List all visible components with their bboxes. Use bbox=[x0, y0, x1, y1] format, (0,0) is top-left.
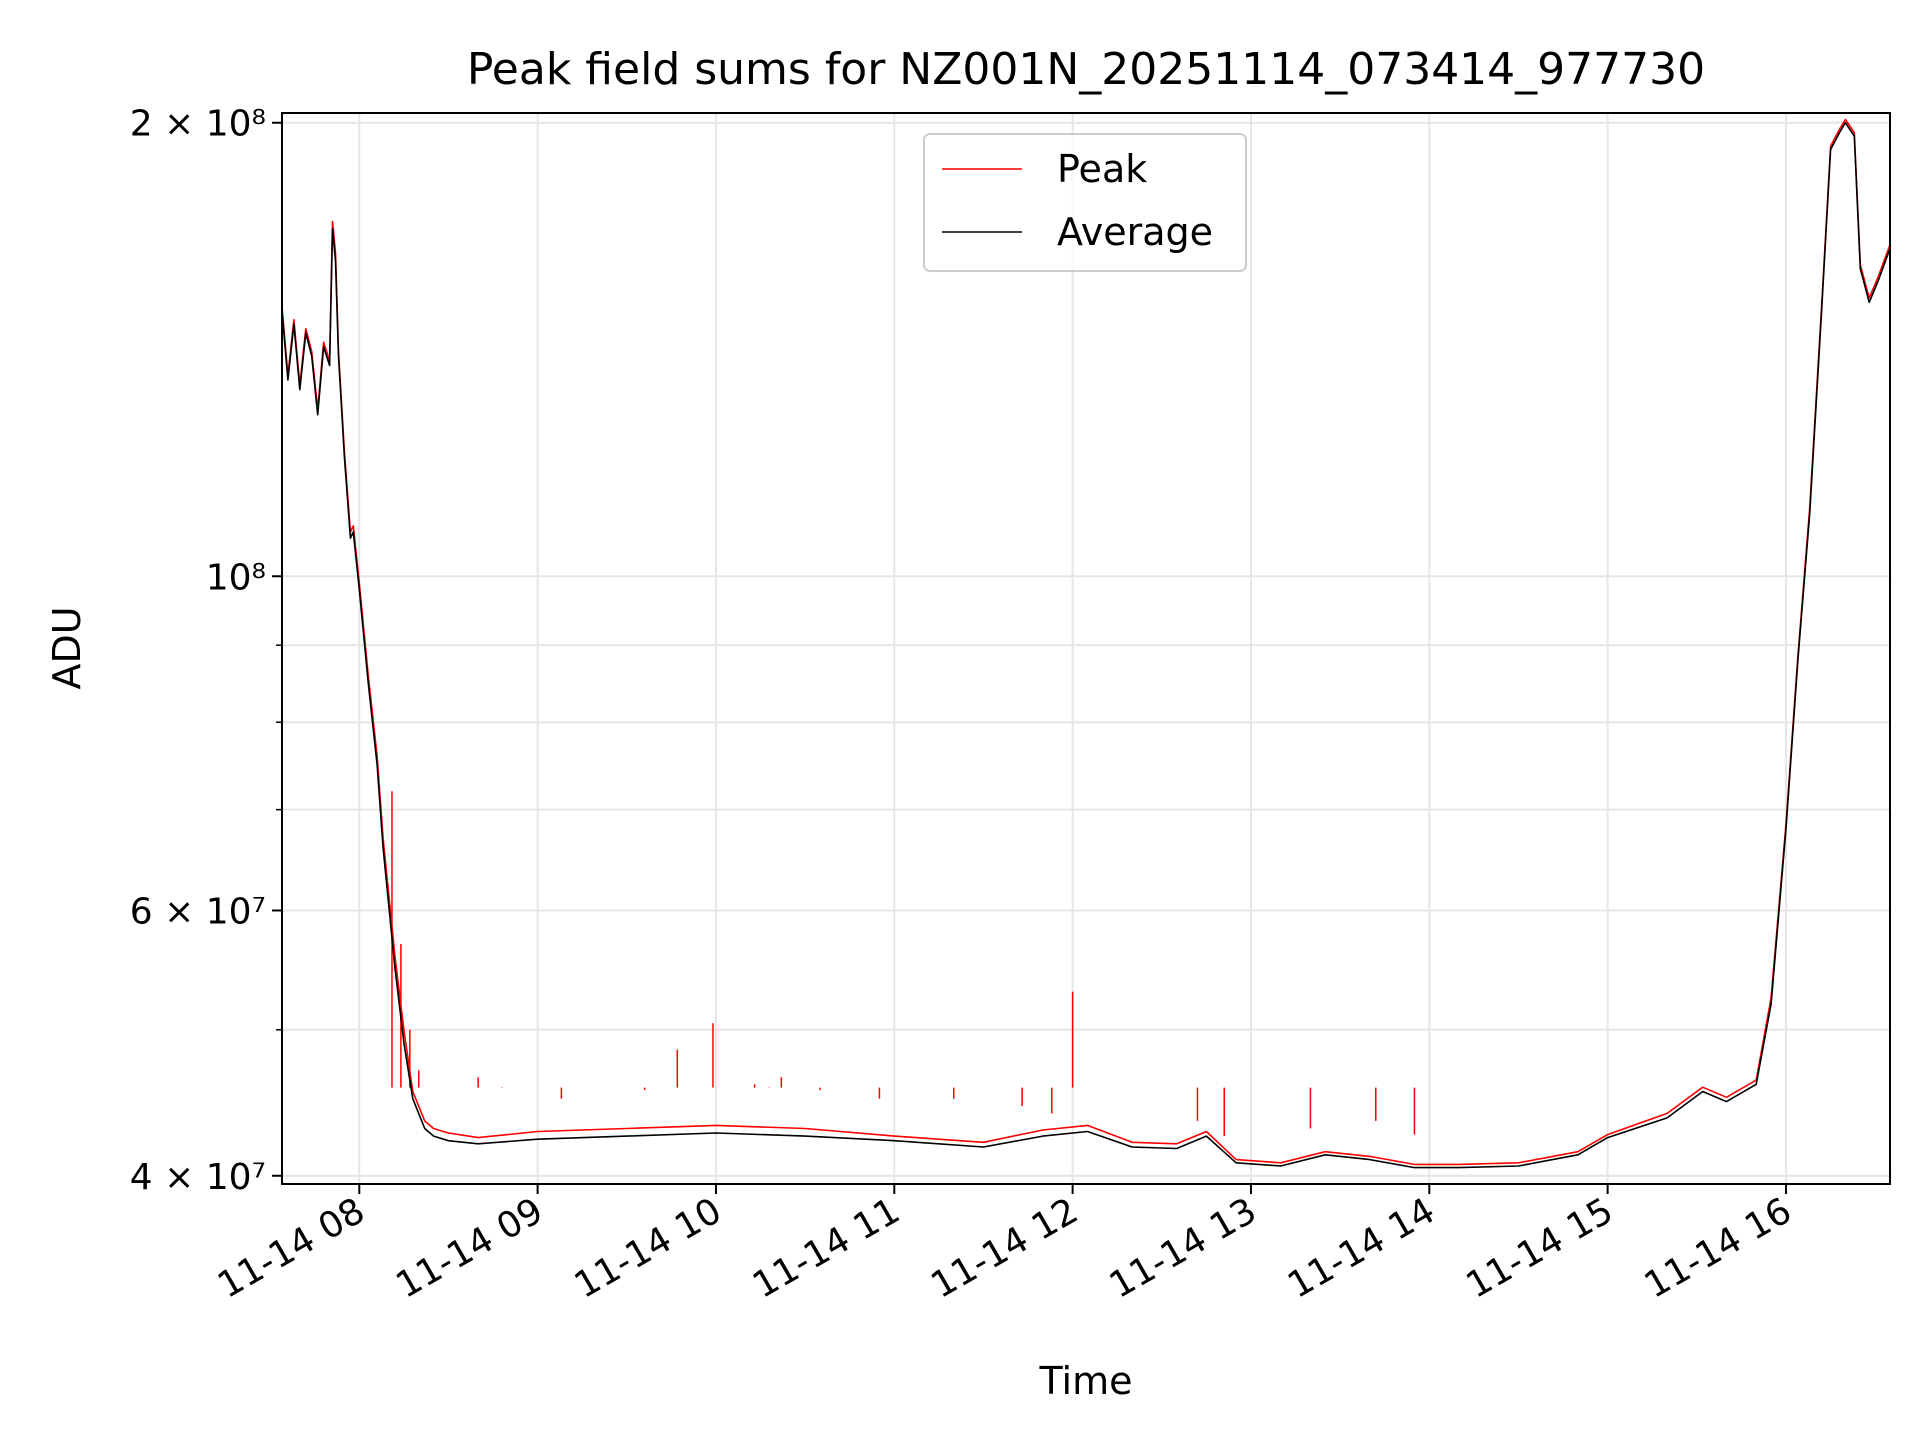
chart-title: Peak field sums for NZ001N_20251114_0734… bbox=[467, 44, 1705, 95]
y-tick-label: 2 × 10⁸ bbox=[130, 104, 266, 145]
y-tick-label: 10⁸ bbox=[206, 557, 266, 598]
x-axis-label: Time bbox=[1039, 1359, 1133, 1403]
y-tick-label: 4 × 10⁷ bbox=[130, 1157, 266, 1198]
legend: Peak Average bbox=[923, 133, 1247, 272]
y-axis-label: ADU bbox=[45, 606, 89, 689]
legend-average-label: Average bbox=[1057, 210, 1213, 254]
plot-frame bbox=[281, 112, 1891, 1185]
average-line bbox=[281, 121, 1891, 1169]
y-tick-label: 6 × 10⁷ bbox=[130, 891, 266, 932]
legend-peak-label: Peak bbox=[1057, 147, 1147, 191]
plot-series bbox=[281, 118, 1891, 1169]
grid-lines bbox=[282, 113, 1890, 1184]
